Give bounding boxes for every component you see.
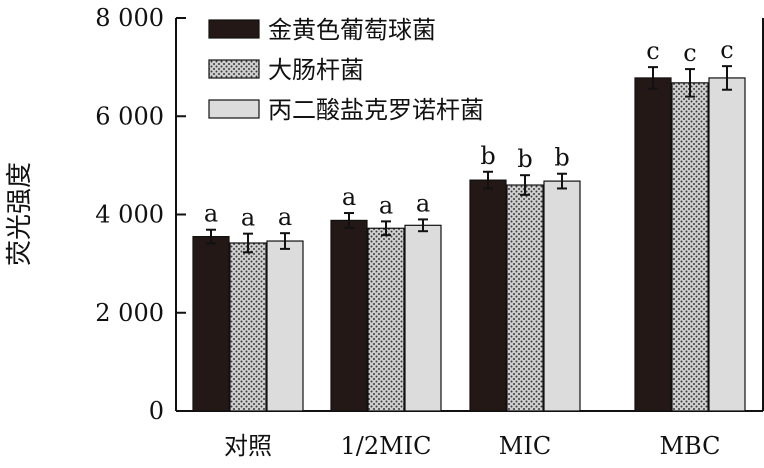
- significance-label: a: [204, 200, 218, 228]
- bar: [404, 224, 442, 412]
- y-tick-label: 2 000: [95, 299, 164, 327]
- significance-label: b: [517, 145, 532, 173]
- bar: [192, 236, 230, 412]
- y-tick-label: 8 000: [95, 4, 164, 32]
- bar: [543, 180, 581, 412]
- legend-label: 丙二酸盐克罗诺杆菌: [268, 96, 484, 124]
- significance-label: a: [342, 183, 356, 211]
- bar: [330, 219, 368, 412]
- significance-label: a: [241, 204, 255, 232]
- y-axis-ticks: 0 2 000 4 000 6 000 8 000: [95, 4, 186, 425]
- y-tick-label: 6 000: [95, 102, 164, 130]
- x-category-label: MIC: [499, 432, 551, 460]
- bar: [229, 242, 267, 412]
- x-category-label: 1/2MIC: [340, 432, 431, 460]
- legend-label: 大肠杆菌: [268, 56, 364, 84]
- legend-swatch: [208, 99, 260, 119]
- error-bars: [206, 65, 732, 254]
- bar: [671, 82, 709, 412]
- bar: [367, 227, 405, 412]
- y-tick-label: 0: [149, 397, 164, 425]
- significance-label: c: [720, 36, 733, 64]
- significance-label: a: [416, 189, 430, 217]
- significance-label: c: [683, 39, 696, 67]
- x-axis-categories: 对照 1/2MIC MIC MBC: [224, 432, 721, 460]
- bar: [708, 77, 746, 412]
- significance-labels: a a aa a ab b bc c c: [204, 36, 734, 232]
- significance-label: b: [480, 142, 495, 170]
- bar-series: [192, 77, 746, 412]
- legend-swatch: [208, 59, 260, 79]
- bar: [266, 240, 304, 412]
- x-category-label: 对照: [224, 432, 272, 460]
- bar: [634, 77, 672, 412]
- legend-label: 金黄色葡萄球菌: [268, 16, 436, 44]
- significance-label: a: [278, 203, 292, 231]
- x-category-label: MBC: [659, 432, 720, 460]
- bar: [469, 179, 507, 412]
- legend-swatch: [208, 19, 260, 39]
- bar: [506, 184, 544, 412]
- significance-label: a: [379, 191, 393, 219]
- significance-label: b: [554, 144, 569, 172]
- y-axis-label: 荧光强度: [5, 162, 35, 266]
- y-tick-label: 4 000: [95, 201, 164, 229]
- significance-label: c: [646, 37, 659, 65]
